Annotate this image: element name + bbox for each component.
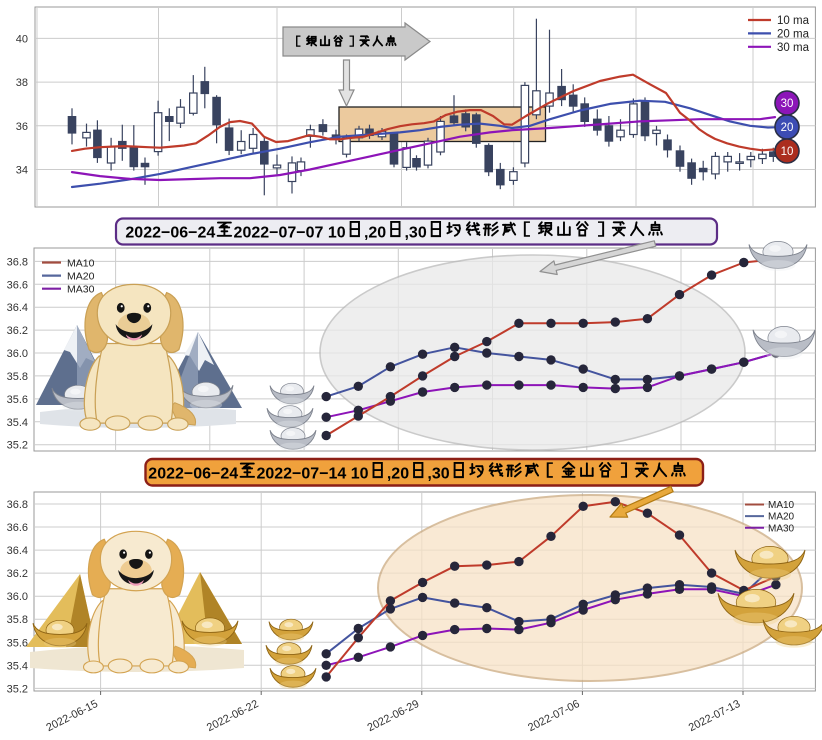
- svg-text:36: 36: [16, 121, 28, 133]
- svg-text:35.6: 35.6: [7, 637, 28, 649]
- svg-text:35.6: 35.6: [7, 394, 28, 406]
- svg-text:2022−06−24: 2022−06−24: [148, 465, 238, 482]
- svg-text:35.8: 35.8: [7, 371, 28, 383]
- svg-text:20 ma: 20 ma: [777, 28, 810, 40]
- svg-text:36.4: 36.4: [7, 302, 28, 314]
- svg-text:10: 10: [781, 146, 794, 158]
- svg-text:36.4: 36.4: [7, 545, 28, 557]
- svg-text:36.2: 36.2: [7, 568, 28, 580]
- svg-text:36.6: 36.6: [7, 522, 28, 534]
- svg-text:30: 30: [781, 98, 794, 110]
- svg-text:35.4: 35.4: [7, 417, 28, 429]
- svg-text:20: 20: [781, 122, 794, 134]
- svg-text:2022-06-29: 2022-06-29: [366, 698, 422, 734]
- svg-text:36.0: 36.0: [7, 591, 28, 603]
- svg-text:36.0: 36.0: [7, 348, 28, 360]
- svg-text:2022-06-22: 2022-06-22: [205, 698, 261, 734]
- svg-text:36.6: 36.6: [7, 279, 28, 291]
- svg-text:MA30: MA30: [768, 523, 795, 534]
- svg-text:2022−06−24: 2022−06−24: [125, 224, 215, 241]
- svg-text:,20: ,20: [364, 224, 386, 241]
- svg-text:36.2: 36.2: [7, 325, 28, 337]
- svg-text:MA20: MA20: [67, 270, 95, 282]
- svg-text:35.4: 35.4: [7, 660, 28, 672]
- svg-text:MA10: MA10: [768, 500, 795, 511]
- svg-text:2022−07−14 10: 2022−07−14 10: [256, 465, 368, 482]
- svg-text:35.2: 35.2: [7, 683, 28, 695]
- svg-text:10 ma: 10 ma: [777, 15, 810, 27]
- svg-text:MA30: MA30: [67, 284, 95, 296]
- svg-text:36.8: 36.8: [7, 499, 28, 511]
- svg-text:2022-07-13: 2022-07-13: [687, 698, 743, 734]
- svg-text:30 ma: 30 ma: [777, 42, 810, 54]
- svg-text:,30: ,30: [427, 465, 449, 482]
- svg-text:35.8: 35.8: [7, 614, 28, 626]
- svg-text:38: 38: [16, 77, 28, 89]
- svg-text:35.2: 35.2: [7, 440, 28, 452]
- svg-text:2022-06-15: 2022-06-15: [44, 698, 100, 734]
- svg-text:2022-07-06: 2022-07-06: [526, 698, 582, 734]
- svg-text:40: 40: [16, 33, 28, 45]
- svg-text:34: 34: [16, 165, 28, 177]
- svg-text:36.8: 36.8: [7, 256, 28, 268]
- svg-text:MA10: MA10: [67, 257, 95, 269]
- svg-text:,20: ,20: [387, 465, 409, 482]
- svg-text:MA20: MA20: [768, 512, 795, 523]
- svg-text:2022−07−07 10: 2022−07−07 10: [234, 224, 346, 241]
- svg-text:,30: ,30: [404, 224, 426, 241]
